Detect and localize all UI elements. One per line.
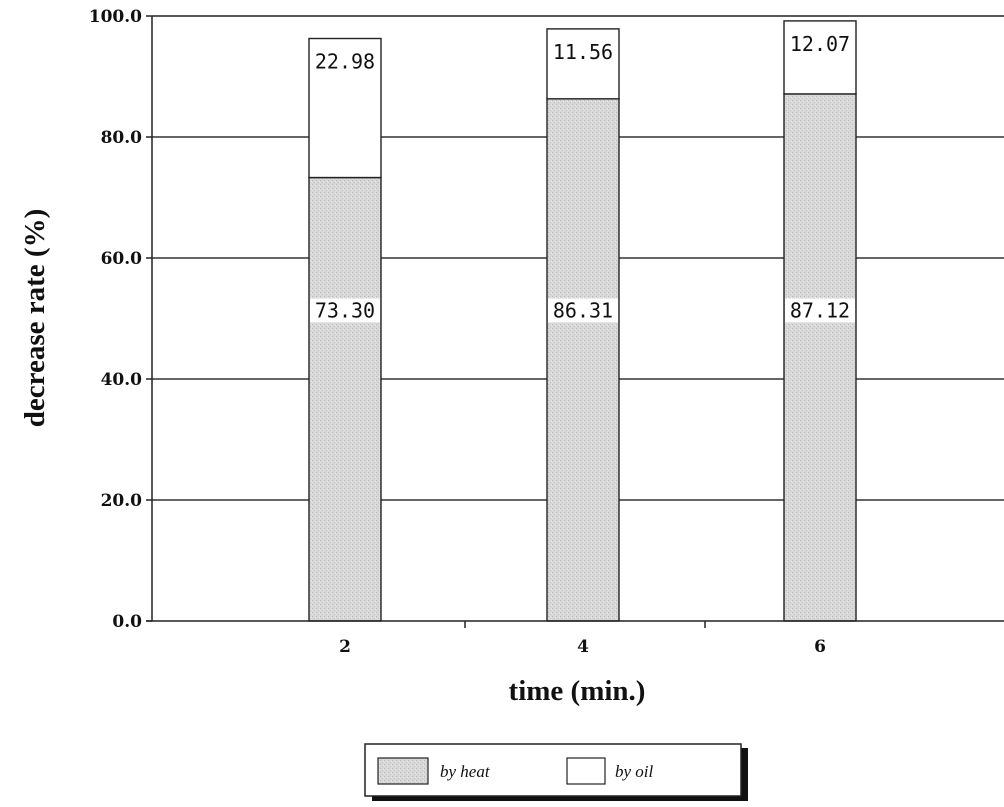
bar-segment-by-oil <box>308 37 382 179</box>
data-label-by-heat: 73.30 <box>315 298 375 322</box>
bar-segment-by-heat <box>783 93 857 622</box>
y-tick-label: 100.0 <box>89 7 142 27</box>
data-label-background <box>548 298 618 323</box>
data-label-by-heat: 87.12 <box>790 298 850 322</box>
x-tick-label: 6 <box>814 637 826 657</box>
legend-label-by-heat: by heat <box>440 762 491 781</box>
data-label-by-oil: 11.56 <box>553 40 613 64</box>
y-tick-label: 0.0 <box>112 612 142 632</box>
y-tick-label: 20.0 <box>101 491 143 511</box>
bar-segment-by-heat <box>546 98 620 622</box>
y-tick-label: 60.0 <box>101 249 143 269</box>
data-label-background <box>310 298 380 323</box>
bar-segment-by-heat <box>308 176 382 622</box>
x-tick-label: 2 <box>339 637 351 657</box>
legend-swatch-by-heat <box>377 757 429 785</box>
x-axis-title: time (min.) <box>509 675 646 707</box>
legend-label-by-oil: by oil <box>615 762 654 781</box>
y-tick-label: 40.0 <box>101 370 143 390</box>
bar-segment-by-oil <box>783 20 857 95</box>
data-label-background <box>785 298 855 323</box>
data-label-by-heat: 86.31 <box>553 298 613 322</box>
y-tick-label: 80.0 <box>101 128 143 148</box>
legend: by heat by oil <box>364 743 748 801</box>
y-tick-labels: 0.0 20.0 40.0 60.0 80.0 100.0 <box>89 7 152 632</box>
data-label-by-oil: 12.07 <box>790 32 850 56</box>
y-axis-title: decrease rate (%) <box>19 209 51 427</box>
x-tick-labels: 2 4 6 <box>339 621 826 657</box>
bars <box>308 20 857 622</box>
legend-swatch-by-oil <box>566 757 606 785</box>
data-labels: 73.30 22.98 86.31 11.56 87.12 12.07 <box>310 32 855 323</box>
x-tick-label: 4 <box>577 637 589 657</box>
axes <box>146 15 1004 622</box>
bar-segment-by-oil <box>546 28 620 100</box>
data-label-by-oil: 22.98 <box>315 50 375 74</box>
